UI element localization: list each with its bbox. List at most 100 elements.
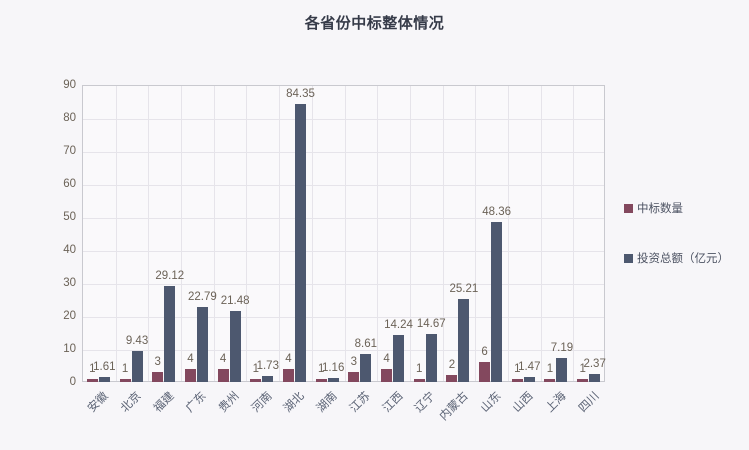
- y-axis-tick-label: 90: [63, 79, 76, 91]
- y-axis-tick-label: 50: [63, 211, 76, 223]
- bar-bid-count[interactable]: [315, 378, 327, 382]
- legend-swatch-icon: [624, 253, 633, 263]
- bar-value-label: 9.43: [125, 334, 149, 347]
- bar-value-label: 8.61: [354, 337, 378, 350]
- bar-bid-count[interactable]: [250, 378, 262, 382]
- bar-value-label: 25.21: [449, 282, 479, 295]
- bar-investment[interactable]: [491, 222, 503, 382]
- y-axis-tick-label: 0: [69, 376, 76, 388]
- bar-investment[interactable]: [98, 376, 110, 382]
- bar-value-label: 1.16: [321, 362, 345, 375]
- bar-bid-count[interactable]: [381, 368, 393, 382]
- y-axis-tick-label: 20: [63, 310, 76, 322]
- bar-value-label: 1: [546, 362, 554, 375]
- legend-item-investment-total[interactable]: 投资总额（亿元）: [624, 250, 729, 266]
- bar-bid-count[interactable]: [413, 378, 425, 382]
- bar-value-label: 3: [350, 356, 358, 369]
- bar-investment[interactable]: [425, 333, 437, 382]
- gridline-vertical: [377, 86, 379, 381]
- bar-investment[interactable]: [294, 103, 306, 382]
- bar-value-label: 4: [187, 352, 194, 365]
- bar-investment[interactable]: [196, 306, 208, 382]
- bar-value-label: 1: [252, 362, 259, 375]
- gridline-vertical: [279, 86, 281, 381]
- bar-value-label: 1: [121, 362, 129, 375]
- bar-bid-count[interactable]: [577, 378, 589, 382]
- gridline-horizontal: [83, 152, 604, 153]
- bar-value-label: 1: [579, 362, 586, 375]
- bar-bid-count[interactable]: [119, 378, 131, 382]
- bar-investment[interactable]: [131, 350, 143, 382]
- bar-bid-count[interactable]: [217, 368, 229, 382]
- gridline-vertical: [246, 86, 248, 381]
- bar-bid-count[interactable]: [184, 368, 196, 382]
- legend-label: 中标数量: [637, 203, 683, 215]
- bar-value-label: 4: [219, 352, 227, 365]
- bar-value-label: 22.79: [188, 290, 217, 303]
- bar-investment[interactable]: [523, 377, 535, 382]
- y-axis-tick-label: 10: [63, 343, 76, 355]
- bar-bid-count[interactable]: [152, 372, 164, 382]
- bar-value-label: 14.24: [384, 319, 413, 331]
- gridline-vertical: [409, 86, 411, 381]
- legend-item-bid-count[interactable]: 中标数量: [624, 200, 683, 216]
- bar-value-label: 1: [514, 362, 521, 375]
- bar-value-label: 2: [448, 359, 456, 372]
- bar-value-label: 84.35: [286, 87, 315, 100]
- bar-value-label: 1: [416, 362, 423, 375]
- gridline-horizontal: [83, 317, 604, 318]
- gridline-horizontal: [83, 251, 604, 252]
- gridline-vertical: [115, 86, 117, 381]
- bar-investment[interactable]: [327, 378, 339, 382]
- bar-value-label: 48.36: [482, 206, 511, 219]
- bar-value-label: 21.48: [220, 295, 250, 308]
- gridline-vertical: [540, 86, 542, 381]
- bar-value-label: 1: [317, 362, 325, 375]
- y-axis-tick-label: 70: [63, 145, 76, 157]
- bar-value-label: 7.19: [550, 342, 574, 355]
- bar-investment[interactable]: [556, 358, 568, 382]
- bar-bid-count[interactable]: [544, 378, 556, 382]
- gridline-vertical: [311, 86, 313, 381]
- bar-bid-count[interactable]: [446, 375, 458, 382]
- bar-investment[interactable]: [262, 376, 274, 382]
- bar-bid-count[interactable]: [86, 378, 98, 382]
- legend-swatch-icon: [624, 203, 633, 213]
- bar-value-label: 1.47: [518, 361, 541, 374]
- bar-investment[interactable]: [229, 311, 241, 382]
- bar-value-label: 1.73: [256, 360, 279, 373]
- gridline-vertical: [442, 86, 444, 381]
- gridline-horizontal: [83, 350, 604, 351]
- bar-investment[interactable]: [360, 353, 372, 382]
- bar-value-label: 14.67: [416, 317, 446, 330]
- gridline-horizontal: [83, 119, 604, 120]
- bar-value-label: 4: [285, 352, 292, 365]
- bar-value-label: 1: [89, 362, 96, 375]
- gridline-vertical: [573, 86, 575, 381]
- gridline-vertical: [507, 86, 509, 381]
- gridline-horizontal: [83, 185, 604, 186]
- gridline-horizontal: [83, 218, 604, 219]
- gridline-vertical: [181, 86, 183, 381]
- bar-bid-count[interactable]: [511, 378, 523, 382]
- gridline-horizontal: [83, 284, 604, 285]
- bar-value-label: 3: [154, 356, 161, 369]
- bar-investment[interactable]: [164, 285, 176, 382]
- bar-bid-count[interactable]: [282, 368, 294, 382]
- bar-investment[interactable]: [393, 335, 405, 382]
- bar-value-label: 4: [383, 352, 390, 365]
- bar-value-label: 2.37: [583, 358, 606, 371]
- bar-bid-count[interactable]: [479, 362, 491, 382]
- plot-area: [82, 85, 605, 382]
- bar-investment[interactable]: [589, 374, 601, 382]
- gridline-vertical: [344, 86, 346, 381]
- bar-value-label: 29.12: [155, 269, 185, 282]
- bar-bid-count[interactable]: [348, 372, 360, 382]
- y-axis-tick-label: 60: [63, 178, 76, 190]
- gridline-vertical: [148, 86, 150, 381]
- legend-label: 投资总额（亿元）: [637, 253, 729, 265]
- bar-value-label: 1.61: [93, 360, 116, 373]
- gridline-vertical: [213, 86, 215, 381]
- bar-investment[interactable]: [458, 298, 470, 382]
